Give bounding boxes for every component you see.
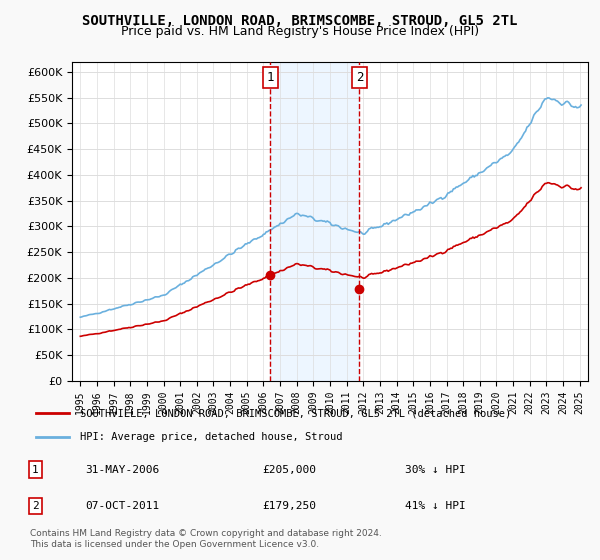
Text: 1: 1 [266,71,274,84]
Text: 31-MAY-2006: 31-MAY-2006 [85,465,160,475]
Text: HPI: Average price, detached house, Stroud: HPI: Average price, detached house, Stro… [80,432,342,442]
Text: SOUTHVILLE, LONDON ROAD, BRIMSCOMBE, STROUD, GL5 2TL (detached house): SOUTHVILLE, LONDON ROAD, BRIMSCOMBE, STR… [80,408,511,418]
Text: 2: 2 [32,501,39,511]
Text: £205,000: £205,000 [262,465,316,475]
Text: 30% ↓ HPI: 30% ↓ HPI [406,465,466,475]
Text: SOUTHVILLE, LONDON ROAD, BRIMSCOMBE, STROUD, GL5 2TL: SOUTHVILLE, LONDON ROAD, BRIMSCOMBE, STR… [82,14,518,28]
Text: Price paid vs. HM Land Registry's House Price Index (HPI): Price paid vs. HM Land Registry's House … [121,25,479,38]
Text: 2: 2 [356,71,363,84]
Bar [271,62,359,381]
Text: 41% ↓ HPI: 41% ↓ HPI [406,501,466,511]
Text: 07-OCT-2011: 07-OCT-2011 [85,501,160,511]
Text: £179,250: £179,250 [262,501,316,511]
Text: Contains HM Land Registry data © Crown copyright and database right 2024.
This d: Contains HM Land Registry data © Crown c… [30,529,382,549]
Text: 1: 1 [32,465,39,475]
